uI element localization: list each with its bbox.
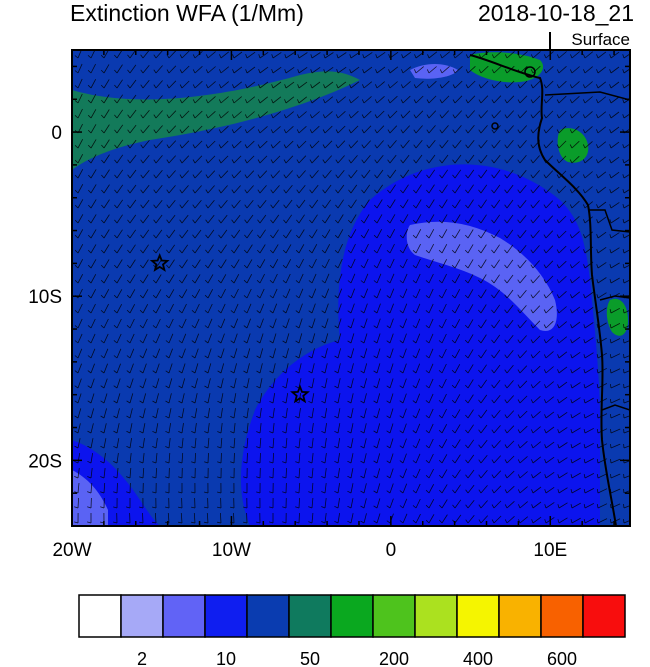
axis-ticks <box>71 50 630 527</box>
star-marker <box>149 252 170 272</box>
axis-tick-labels: 20W 10W 0 10E 0 10S 20S <box>28 123 567 561</box>
colorbar-label: 400 <box>463 649 493 667</box>
colorbar-label: 200 <box>379 649 409 667</box>
colorbar-swatch <box>78 594 122 638</box>
colorbar-swatch <box>414 594 458 638</box>
border-line-1 <box>544 91 630 101</box>
border-line-2 <box>588 209 630 233</box>
land-green-patch <box>557 128 589 163</box>
coastline <box>469 54 617 526</box>
map-frame <box>71 49 631 527</box>
colorbar-swatch <box>372 594 416 638</box>
africa-land <box>466 50 630 526</box>
colorbar-swatch <box>120 594 164 638</box>
y-tick-label: 20S <box>28 451 62 472</box>
colorbar-swatch <box>204 594 248 638</box>
map-level-label: Surface <box>571 30 630 49</box>
colorbar-label: 600 <box>547 649 577 667</box>
colorbar-label: 10 <box>216 649 236 667</box>
star-marker <box>290 384 310 404</box>
colorbar-swatch <box>540 594 584 638</box>
colorbar-swatch <box>162 594 206 638</box>
level-tick-mark <box>549 32 551 50</box>
y-tick-label: 0 <box>51 123 62 144</box>
colorbar-label: 50 <box>300 649 320 667</box>
station-markers <box>149 252 310 404</box>
colorbar-swatch <box>288 594 332 638</box>
colorbar: 2 10 50 200 400 600 <box>78 594 626 667</box>
x-tick-label: 20W <box>52 540 91 561</box>
land-green-patch-east <box>606 298 628 336</box>
colorbar-label: 2 <box>137 649 147 667</box>
x-tick-label: 0 <box>386 540 397 561</box>
border-line-3 <box>601 404 630 411</box>
x-tick-label: 10W <box>212 540 251 561</box>
map-plot-area <box>72 50 630 526</box>
map-datetime: 2018-10-18_21 <box>477 0 634 26</box>
island-outline-north <box>524 66 536 78</box>
wind-barbs <box>74 50 630 524</box>
colorbar-swatch <box>456 594 500 638</box>
map-title: Extinction WFA (1/Mm) <box>70 0 304 26</box>
x-tick-label: 10E <box>533 540 567 561</box>
y-tick-label: 10S <box>28 287 62 308</box>
southwest-patch-light <box>72 470 108 526</box>
colorbar-swatch <box>582 594 626 638</box>
colorbar-swatch <box>330 594 374 638</box>
wind-barb-field <box>74 50 630 524</box>
colorbar-swatch <box>498 594 542 638</box>
island-outline <box>491 122 499 130</box>
colorbar-swatch <box>246 594 290 638</box>
high-extinction-band <box>72 71 360 170</box>
